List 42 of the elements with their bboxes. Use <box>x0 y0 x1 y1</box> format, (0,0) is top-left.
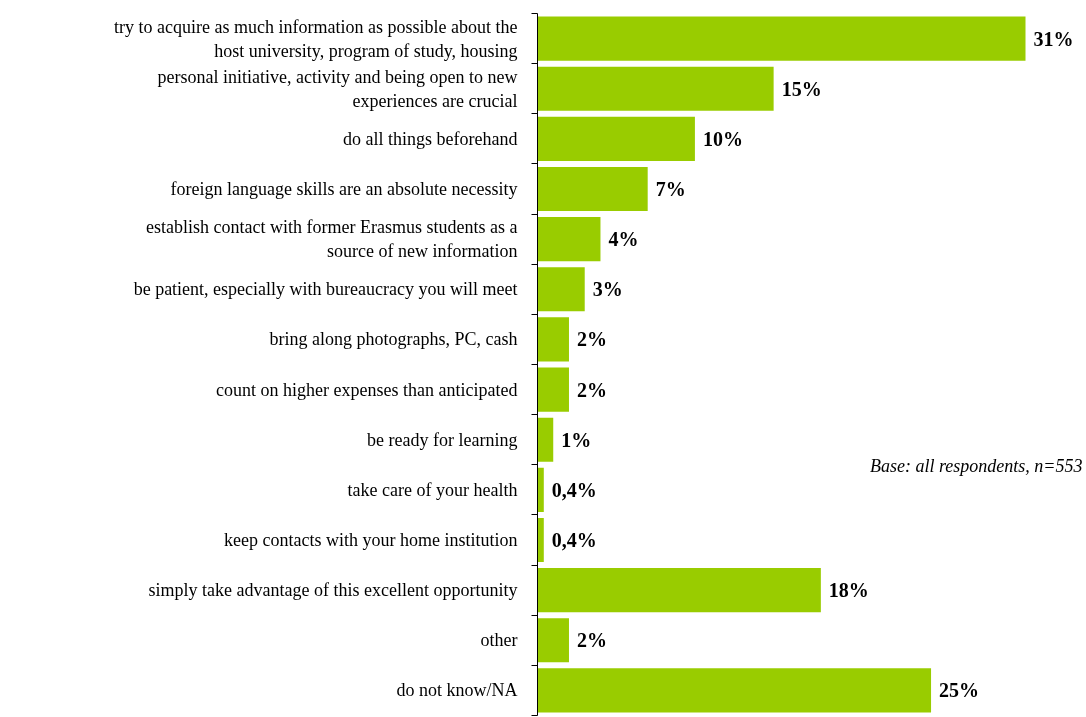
data-label: 15% <box>781 77 822 100</box>
y-tick-label: take care of your health <box>347 479 518 500</box>
data-label: 0,4% <box>551 478 597 501</box>
bar <box>537 217 601 262</box>
bar <box>537 417 554 462</box>
bar <box>537 367 569 412</box>
data-label: 7% <box>655 178 686 200</box>
bar <box>537 166 648 212</box>
y-tick-label: do all things beforehand <box>343 128 518 149</box>
data-label: 1% <box>561 428 592 451</box>
data-label: 18% <box>828 579 869 602</box>
data-label: 25% <box>939 679 980 702</box>
y-tick-label: count on higher expenses than anticipated <box>216 379 518 400</box>
bar <box>537 267 585 312</box>
data-label: 10% <box>702 127 743 150</box>
annotation: Base: all respondents, n=553 <box>870 456 1083 477</box>
y-tick-label: do not know/NA <box>396 680 518 701</box>
data-label: 0,4% <box>551 529 597 551</box>
bar <box>537 317 569 362</box>
bar <box>537 467 544 512</box>
data-label: 3% <box>592 278 623 301</box>
y-tick-label: be patient, especially with bureaucracy you will meet <box>133 279 518 300</box>
data-label: 2% <box>576 328 607 351</box>
data-label: 2% <box>576 629 607 652</box>
data-label: 31% <box>1033 27 1074 50</box>
bar <box>537 517 544 563</box>
bar <box>537 66 774 111</box>
y-tick-label: be ready for learning <box>367 429 518 450</box>
bar <box>537 116 695 161</box>
bar <box>537 668 932 713</box>
bar <box>537 568 821 613</box>
data-label: 4% <box>608 228 639 251</box>
y-tick-label: personal initiative, activity and being open to new experiences are crucial <box>157 66 518 111</box>
y-tick-label: simply take advantage of this excellent opportunity <box>148 580 518 601</box>
bar <box>537 16 1026 61</box>
bar <box>537 618 569 663</box>
y-tick-label: other <box>480 630 518 651</box>
data-label: 2% <box>576 378 607 401</box>
y-tick-label: establish contact with former Erasmus students as a source of new information <box>146 217 518 262</box>
y-tick-label: foreign language skills are an absolute necessity <box>170 179 518 199</box>
y-tick-label: bring along photographs, PC, cash <box>269 329 518 350</box>
y-tick-label: keep contacts with your home institution <box>224 530 518 550</box>
